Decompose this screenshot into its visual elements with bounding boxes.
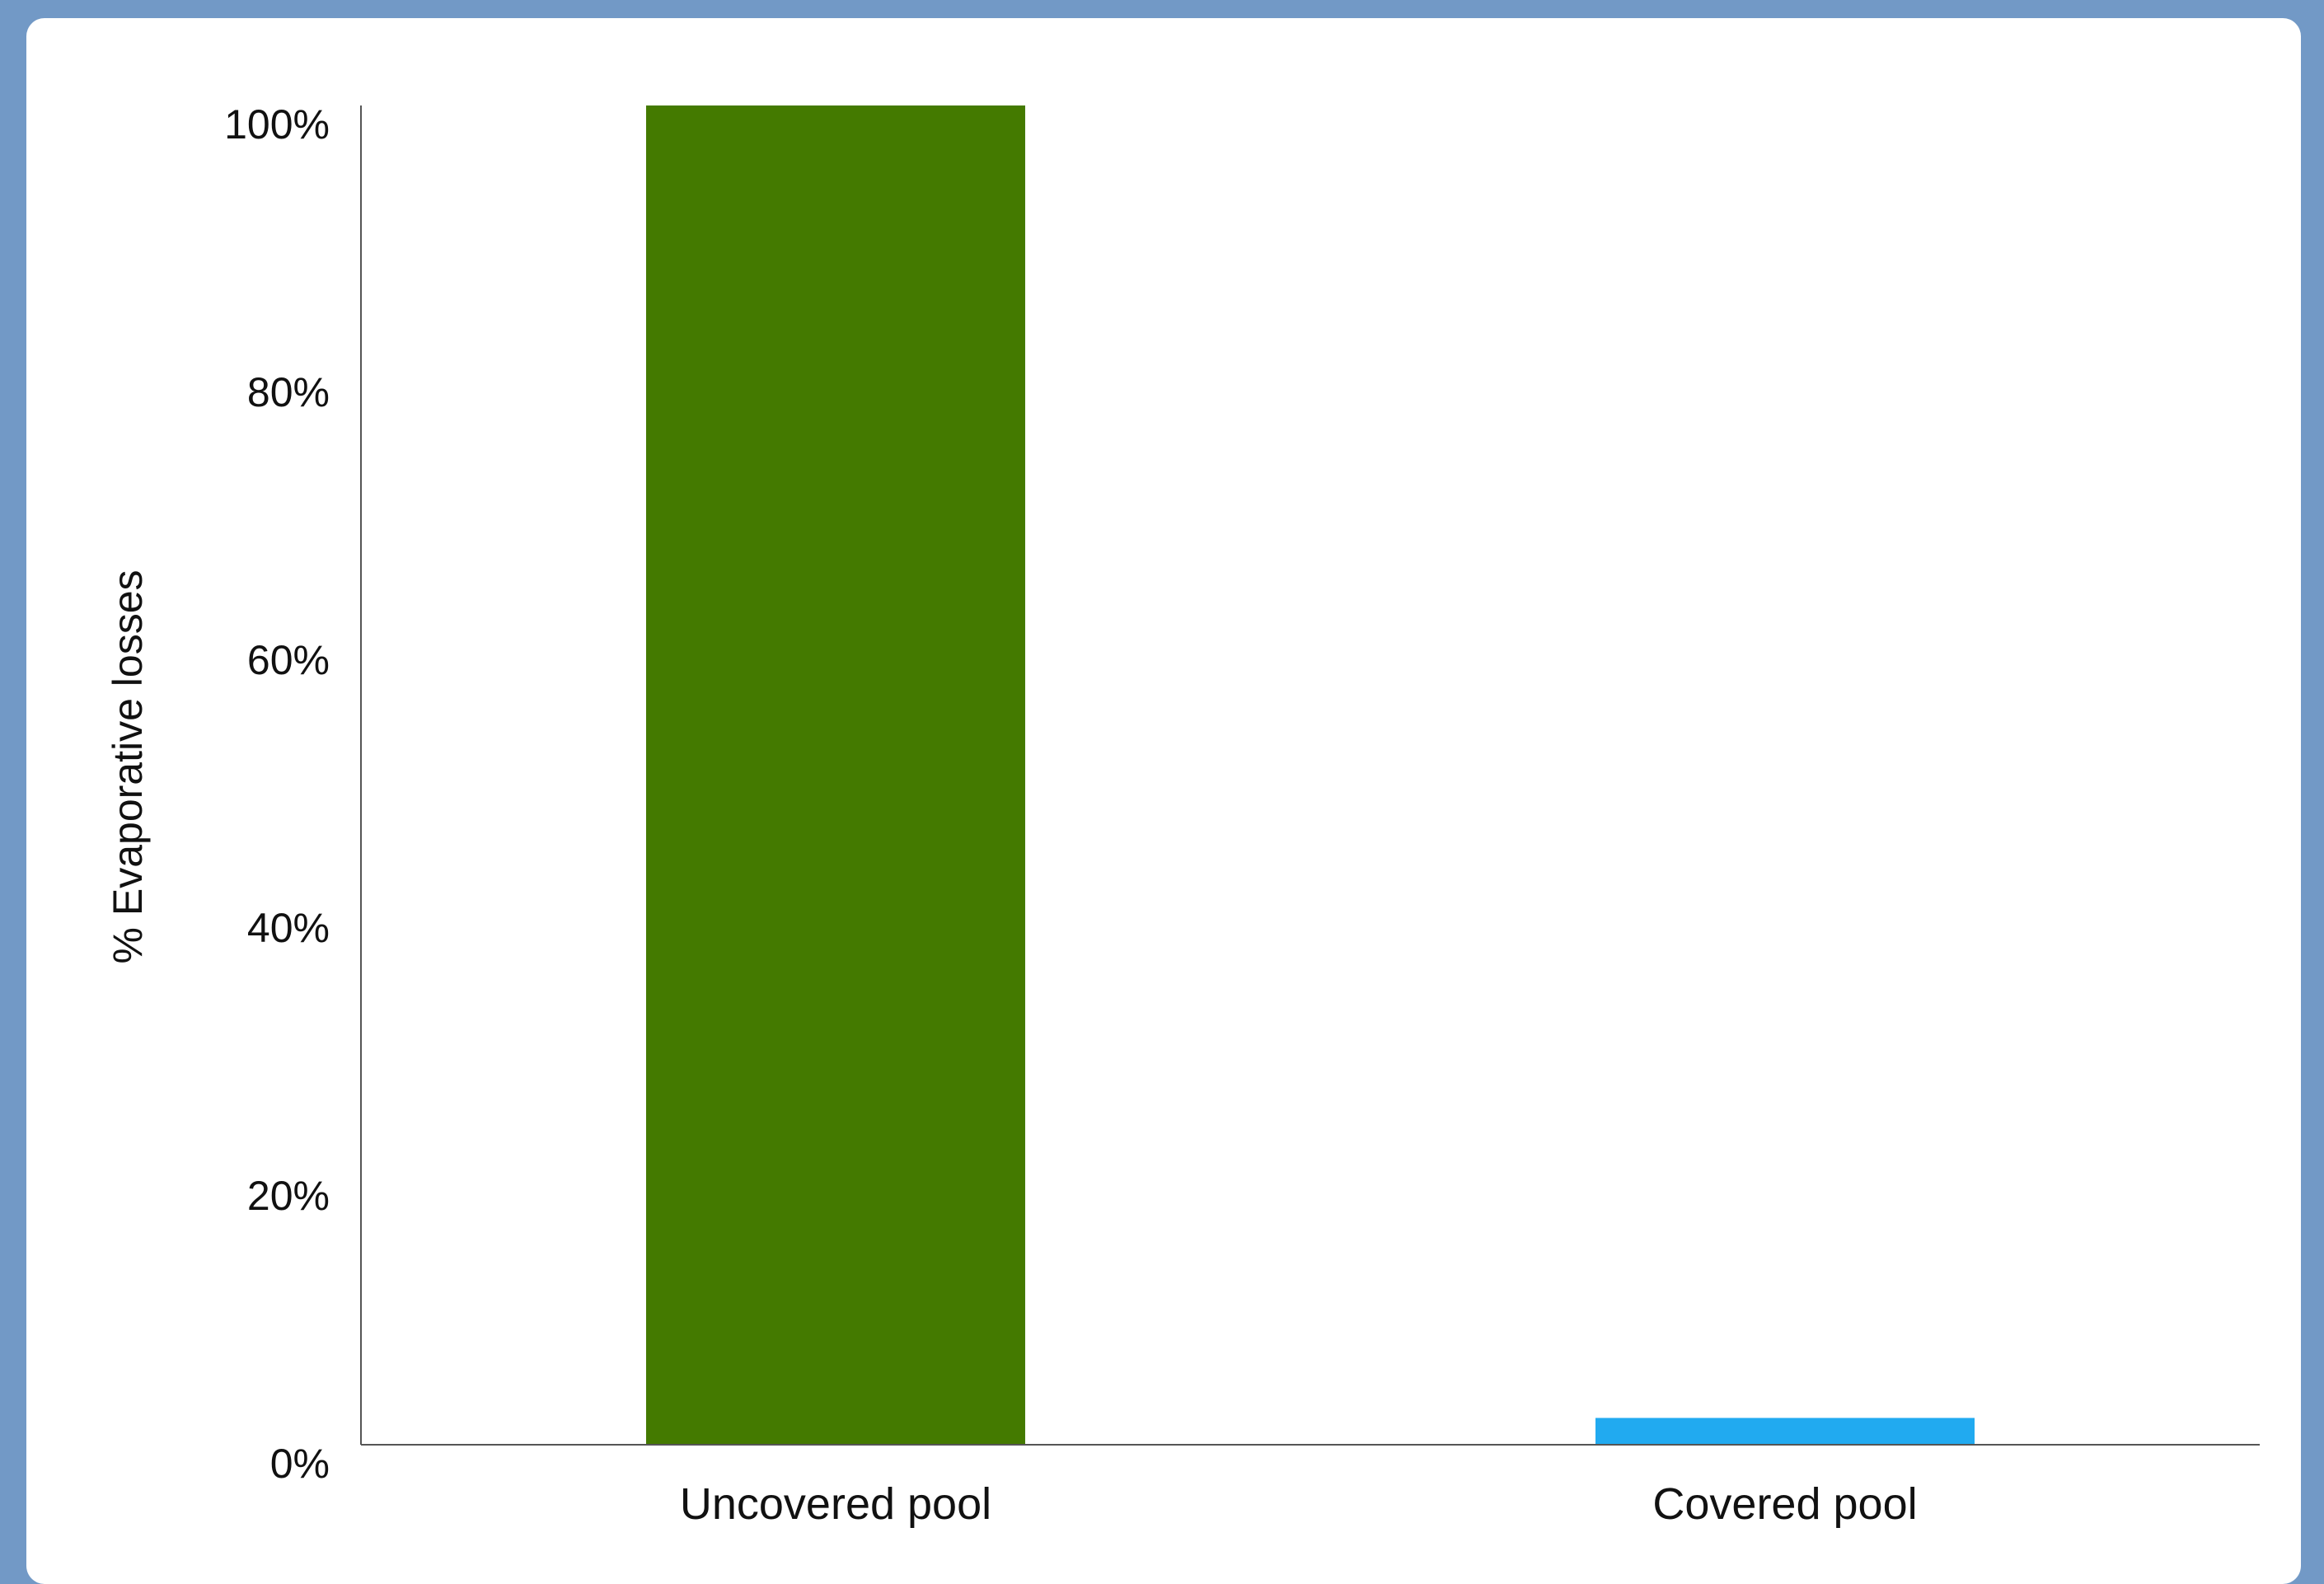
y-tick-label: 20%	[247, 1173, 330, 1219]
bar-group	[646, 105, 1975, 1445]
bar-covered-pool	[1595, 1418, 1975, 1445]
x-category-label: Covered pool	[1652, 1479, 1917, 1529]
y-tick-label: 60%	[247, 637, 330, 683]
x-category-label: Uncovered pool	[680, 1479, 991, 1529]
x-category-labels: Uncovered pool Covered pool	[680, 1479, 1918, 1529]
bar-chart: 0% 20% 40% 60% 80% 100% Uncovered pool Covered…	[105, 101, 2260, 1529]
y-axis-title: % Evaporative losses	[105, 569, 151, 963]
y-tick-label: 80%	[247, 369, 330, 415]
bar-uncovered-pool	[646, 105, 1025, 1445]
y-tick-labels: 0% 20% 40% 60% 80% 100%	[224, 101, 330, 1487]
y-tick-label: 40%	[247, 905, 330, 951]
y-tick-label: 100%	[224, 101, 330, 148]
chart-panel	[26, 18, 2301, 1584]
y-tick-label: 0%	[270, 1441, 330, 1487]
